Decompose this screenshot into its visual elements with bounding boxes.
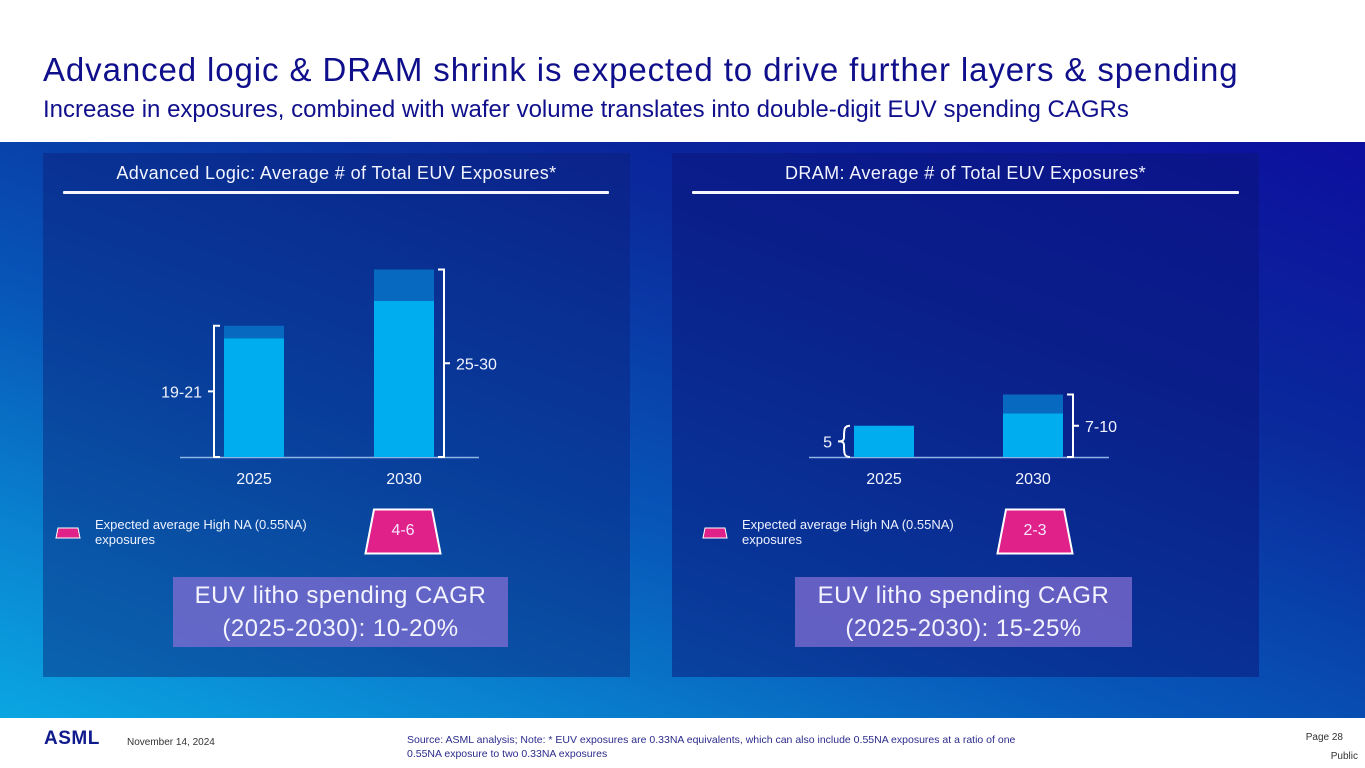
legend-label: Expected average High NA (0.55NA) exposu… — [742, 517, 954, 547]
bar-low-na-2025 — [854, 425, 914, 457]
range-bracket-2025 — [208, 324, 220, 458]
slide-footer: ASML November 14, 2024 Source: ASML anal… — [0, 718, 1365, 768]
range-label-2025: 5 — [823, 434, 832, 451]
high-na-badge: 2-3 — [996, 508, 1074, 555]
title-divider — [63, 191, 609, 194]
legend-label: Expected average High NA (0.55NA) exposu… — [95, 517, 307, 547]
bar-high-na-2025 — [224, 325, 284, 339]
range-bracket-2030 — [1067, 393, 1079, 458]
x-tick-label-2025: 2025 — [236, 471, 272, 488]
range-label-2025: 19-21 — [161, 384, 202, 401]
advanced-logic-chart: 2025 19-21 2030 25-30 — [161, 268, 497, 488]
x-tick-label-2025: 2025 — [866, 471, 902, 488]
slide-subtitle: Increase in exposures, combined with waf… — [43, 96, 1129, 123]
range-bracket-2030 — [438, 268, 450, 458]
high-na-legend-swatch-icon — [55, 527, 81, 539]
asml-logo: ASML — [44, 728, 100, 749]
x-tick-label-2030: 2030 — [386, 471, 422, 488]
cagr-line-1: EUV litho spending CAGR — [194, 582, 487, 609]
trapezoid-badge-icon — [364, 508, 442, 555]
title-divider — [692, 191, 1239, 194]
cagr-box: EUV litho spending CAGR (2025-2030): 15-… — [795, 577, 1132, 647]
high-na-legend: Expected average High NA (0.55NA) exposu… — [55, 517, 345, 547]
footer-date: November 14, 2024 — [127, 737, 215, 748]
advanced-logic-chart-title: Advanced Logic: Average # of Total EUV E… — [116, 163, 557, 183]
dram-panel: DRAM: Average # of Total EUV Exposures* … — [672, 153, 1259, 677]
slide-title: Advanced logic & DRAM shrink is expected… — [43, 51, 1239, 88]
advanced-logic-panel: Advanced Logic: Average # of Total EUV E… — [43, 153, 630, 677]
dram-chart-title: DRAM: Average # of Total EUV Exposures* — [784, 163, 1147, 183]
source-note: Source: ASML analysis; Note: * EUV expos… — [407, 734, 1016, 760]
range-label-2030: 25-30 — [456, 356, 497, 373]
bar-low-na-2030 — [1003, 413, 1063, 457]
range-label-2030: 7-10 — [1085, 419, 1117, 436]
x-tick-label-2030: 2030 — [1015, 471, 1051, 488]
high-na-legend-swatch-icon — [702, 527, 728, 539]
classification-label: Public — [1330, 751, 1358, 762]
range-bracket-2025 — [837, 424, 851, 458]
bar-low-na-2025 — [224, 338, 284, 457]
cagr-line-2: (2025-2030): 15-25% — [845, 615, 1082, 642]
high-na-legend: Expected average High NA (0.55NA) exposu… — [702, 517, 992, 547]
high-na-value: 4-6 — [391, 522, 415, 539]
bar-high-na-2030 — [1003, 394, 1063, 414]
slide-header: Advanced logic & DRAM shrink is expected… — [0, 0, 1365, 142]
content-area: Advanced Logic: Average # of Total EUV E… — [0, 142, 1365, 718]
page-number: Page 28 — [1305, 732, 1343, 743]
high-na-value: 2-3 — [1023, 522, 1047, 539]
bar-low-na-2030 — [374, 300, 434, 457]
cagr-box: EUV litho spending CAGR (2025-2030): 10-… — [173, 577, 508, 647]
trapezoid-badge-icon — [996, 508, 1074, 555]
cagr-line-2: (2025-2030): 10-20% — [222, 615, 459, 642]
cagr-line-1: EUV litho spending CAGR — [817, 582, 1110, 609]
dram-chart: 2025 5 2030 7-10 — [809, 393, 1117, 488]
bar-high-na-2030 — [374, 269, 434, 301]
high-na-badge: 4-6 — [364, 508, 442, 555]
